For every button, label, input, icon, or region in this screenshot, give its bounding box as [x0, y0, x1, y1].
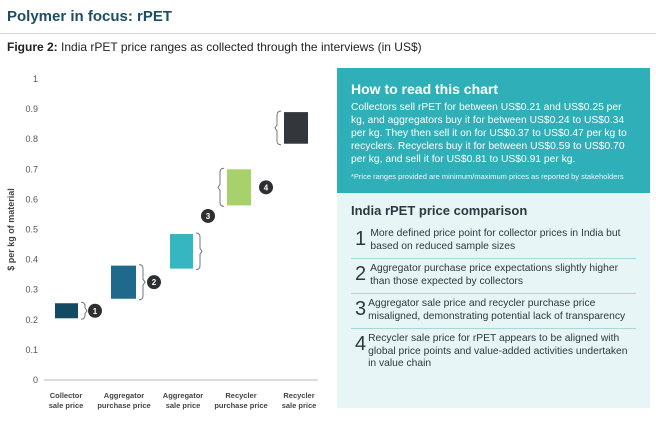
x-tick-label: sale price: [166, 401, 201, 410]
how-to-note: *Price ranges provided are minimum/maxim…: [351, 172, 624, 181]
x-tick-label: sale price: [282, 401, 317, 410]
info-panel: How to read this chart Collectors sell r…: [337, 68, 650, 408]
x-tick-label: Aggregator: [104, 391, 145, 400]
item-number: 4: [355, 333, 367, 355]
y-tick-label: 0.9: [25, 104, 38, 114]
x-tick-label: Aggregator: [163, 391, 204, 400]
item-text: Recycler sale price for rPET appears to …: [368, 333, 628, 369]
range-bracket: [274, 110, 282, 146]
range-bar: [284, 112, 308, 144]
item-number: 3: [355, 298, 367, 320]
y-tick-label: 0.7: [25, 164, 38, 174]
figure-title: Figure 2: India rPET price ranges as col…: [7, 40, 422, 54]
annotation-number: 4: [264, 183, 269, 192]
comparison-title: India rPET price comparison: [351, 203, 528, 218]
x-tick-label: Recycler: [283, 391, 314, 400]
comparison-item: 3 Aggregator sale price and recycler purc…: [351, 294, 636, 329]
x-tick-label: purchase price: [214, 401, 267, 410]
y-tick-label: 0.6: [25, 194, 38, 204]
y-tick-label: 0.4: [25, 255, 38, 265]
x-tick-label: sale price: [49, 401, 84, 410]
range-bar: [170, 234, 193, 269]
y-tick-label: 1: [33, 74, 38, 84]
annotation-badge: [88, 303, 102, 318]
figure-label: Figure 2:: [7, 40, 58, 54]
x-tick-label: Collector: [50, 391, 83, 400]
annotation-badge: [259, 180, 273, 195]
range-bracket: [80, 301, 88, 320]
how-to-read-box: How to read this chart Collectors sell r…: [337, 68, 650, 193]
item-text: Aggregator purchase price expectations s…: [370, 263, 619, 287]
item-number: 2: [355, 263, 367, 285]
range-bracket: [195, 232, 203, 271]
annotation-number: 1: [93, 307, 98, 316]
range-bar: [55, 303, 78, 319]
range-bar: [227, 169, 251, 206]
y-axis-label: $ per kg of material: [6, 188, 16, 271]
y-tick-label: 0.3: [25, 285, 38, 295]
x-tick-label: Recycler: [225, 391, 256, 400]
how-to-title: How to read this chart: [351, 81, 499, 97]
range-bracket: [217, 167, 225, 207]
y-tick-label: 0.1: [25, 345, 38, 355]
annotation-badge: [201, 208, 215, 223]
comparison-item: 4 Recycler sale price for rPET appears to…: [351, 329, 636, 376]
annotation-badge: [147, 275, 161, 290]
item-number: 1: [355, 228, 367, 250]
comparison-item: 2 Aggregator purchase price expectations …: [351, 259, 636, 294]
y-tick-label: 0.5: [25, 225, 38, 235]
comparison-box: India rPET price comparison 1 More define…: [337, 193, 650, 408]
section-title: Polymer in focus: rPET: [7, 8, 173, 25]
range-bracket: [138, 264, 146, 301]
y-tick-label: 0: [33, 375, 38, 385]
y-tick-label: 0.2: [25, 315, 38, 325]
y-tick-label: 0.8: [25, 134, 38, 144]
comparison-item: 1 More defined price point for collector …: [351, 224, 636, 259]
range-bar: [111, 265, 136, 299]
figure-title-text: India rPET price ranges as collected thr…: [61, 40, 422, 54]
item-text: Aggregator sale price and recycler purch…: [368, 298, 626, 322]
annotation-number: 2: [152, 278, 157, 287]
annotation-number: 3: [206, 212, 211, 221]
how-to-body: Collectors sell rPET for between US$0.21…: [351, 102, 627, 165]
divider: [0, 33, 656, 34]
x-tick-label: purchase price: [97, 401, 150, 410]
item-text: More defined price point for collector p…: [370, 228, 621, 252]
price-range-chart: 0 0.1 0.2 0.3 0.4 0.5 0.6 0.7 0.8 0.9 1 $ per kg of…: [6, 74, 318, 410]
